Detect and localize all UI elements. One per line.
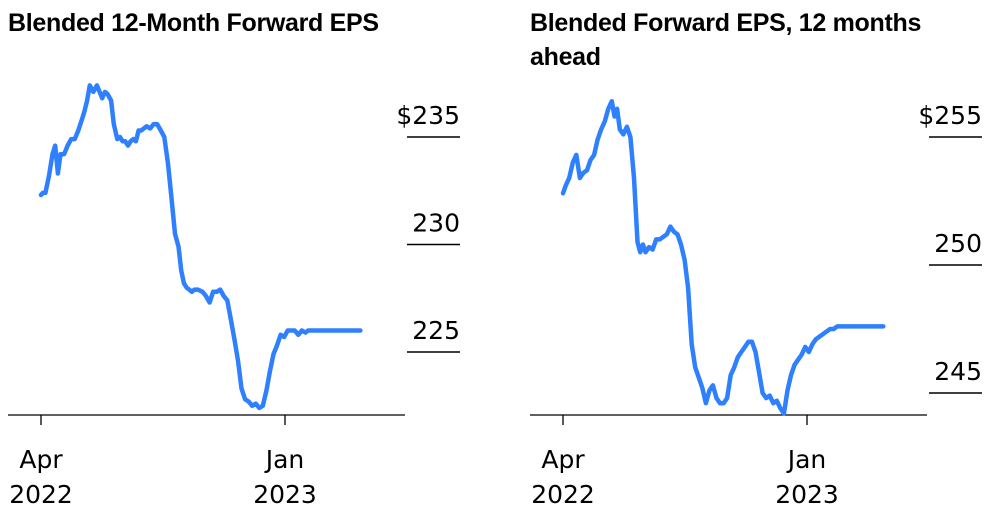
eps-series-line [560, 98, 886, 416]
y-tick-label: 250 [934, 229, 982, 258]
x-tick-label: Apr [541, 445, 585, 474]
y-tick-label: 230 [412, 209, 460, 238]
y-tick-label: 225 [412, 316, 460, 345]
y-tick-label: 245 [934, 357, 982, 386]
x-tick-label: Jan [786, 445, 827, 474]
chart-panel-left: Blended 12-Month Forward EPS $235 230 225 A… [0, 0, 470, 516]
chart-panel-right: Blended Forward EPS, 12 months ahead $25… [522, 0, 992, 516]
chart-title: Blended Forward EPS, 12 months ahead [530, 9, 922, 71]
x-tick-label: 2023 [253, 480, 317, 509]
y-tick-label: $255 [918, 101, 982, 130]
line-chart: $235 230 225 Apr 2022 Jan 2023 [8, 83, 460, 509]
x-tick-label: 2023 [775, 480, 839, 509]
eps-series-line [38, 83, 363, 411]
x-tick-label: 2022 [9, 480, 73, 509]
y-tick-label: $235 [396, 101, 460, 130]
x-tick-label: 2022 [531, 480, 595, 509]
line-chart: $255 250 245 Apr 2022 Jan 2023 [530, 98, 982, 509]
chart-title: Blended 12-Month Forward EPS [8, 9, 379, 37]
x-tick-label: Jan [264, 445, 305, 474]
x-tick-label: Apr [19, 445, 63, 474]
